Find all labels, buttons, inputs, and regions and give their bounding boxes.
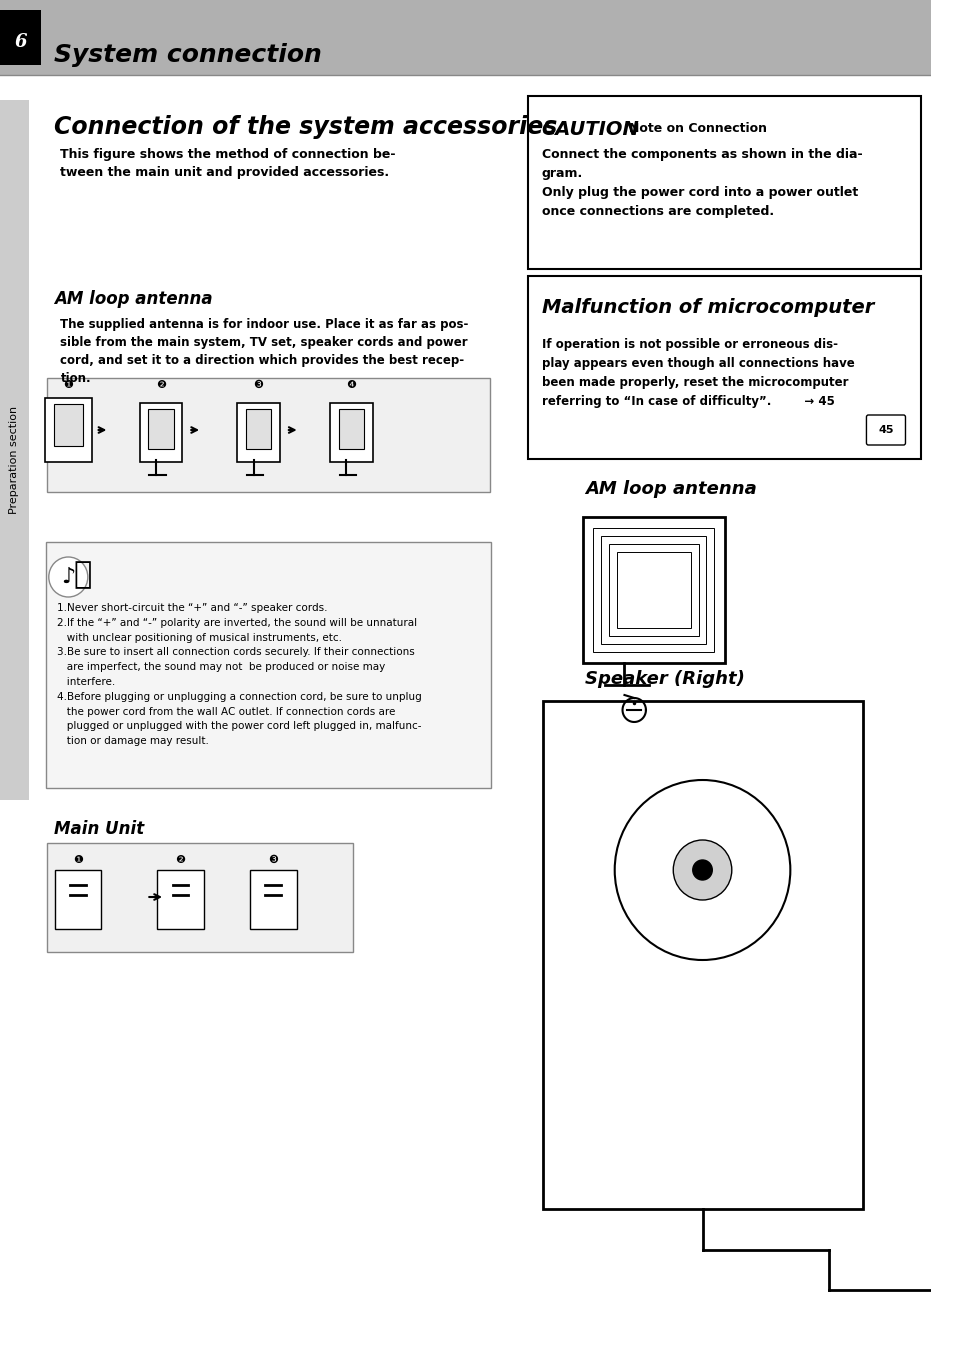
Text: Main Unit: Main Unit: [53, 820, 144, 838]
Text: If operation is not possible or erroneous dis-
play appears even though all conn: If operation is not possible or erroneou…: [541, 338, 853, 408]
Text: ❸: ❸: [268, 855, 278, 865]
Text: ❷: ❷: [175, 855, 185, 865]
FancyBboxPatch shape: [527, 96, 921, 269]
Text: AM loop antenna: AM loop antenna: [53, 290, 213, 308]
Text: The supplied antenna is for indoor use. Place it as far as pos-
sible from the m: The supplied antenna is for indoor use. …: [60, 317, 468, 385]
Text: Preparation section: Preparation section: [9, 405, 19, 515]
Text: System connection: System connection: [53, 43, 321, 68]
Text: ❷: ❷: [156, 380, 166, 390]
Text: ♪: ♪: [61, 567, 75, 586]
FancyBboxPatch shape: [582, 517, 724, 663]
Text: ❹: ❹: [346, 380, 355, 390]
Text: Speaker (Right): Speaker (Right): [585, 670, 744, 688]
FancyBboxPatch shape: [246, 409, 271, 449]
FancyBboxPatch shape: [53, 404, 83, 446]
Text: ❸: ❸: [253, 380, 263, 390]
FancyBboxPatch shape: [139, 403, 182, 462]
FancyBboxPatch shape: [237, 403, 280, 462]
Circle shape: [614, 780, 789, 961]
FancyBboxPatch shape: [865, 415, 904, 444]
FancyBboxPatch shape: [542, 701, 862, 1209]
FancyBboxPatch shape: [47, 378, 489, 492]
Text: ❶: ❶: [63, 380, 73, 390]
Text: Note on Connection: Note on Connection: [629, 122, 766, 135]
Text: 45: 45: [878, 426, 893, 435]
Circle shape: [673, 840, 731, 900]
Text: 1.Never short-circuit the “+” and “-” speaker cords.
2.If the “+” and “-” polari: 1.Never short-circuit the “+” and “-” sp…: [56, 603, 421, 746]
FancyBboxPatch shape: [250, 870, 296, 929]
FancyBboxPatch shape: [54, 870, 101, 929]
Text: ❶: ❶: [73, 855, 83, 865]
FancyBboxPatch shape: [47, 843, 353, 952]
FancyBboxPatch shape: [45, 399, 91, 462]
FancyBboxPatch shape: [330, 403, 373, 462]
Text: Malfunction of microcomputer: Malfunction of microcomputer: [541, 299, 873, 317]
Circle shape: [692, 861, 712, 880]
FancyBboxPatch shape: [338, 409, 363, 449]
FancyBboxPatch shape: [0, 9, 41, 65]
Text: AM loop antenna: AM loop antenna: [585, 480, 757, 499]
FancyBboxPatch shape: [157, 870, 204, 929]
Circle shape: [49, 557, 88, 597]
FancyBboxPatch shape: [0, 0, 930, 76]
FancyBboxPatch shape: [527, 276, 921, 459]
FancyBboxPatch shape: [0, 100, 30, 800]
Text: This figure shows the method of connection be-
tween the main unit and provided : This figure shows the method of connecti…: [60, 149, 395, 178]
Text: CAUTION: CAUTION: [541, 120, 639, 139]
Text: 6: 6: [14, 32, 27, 51]
Text: Connect the components as shown in the dia-
gram.
Only plug the power cord into : Connect the components as shown in the d…: [541, 149, 862, 218]
Text: Connection of the system accessories: Connection of the system accessories: [53, 115, 557, 139]
FancyBboxPatch shape: [148, 409, 173, 449]
Text: 🎵: 🎵: [73, 561, 92, 589]
FancyBboxPatch shape: [46, 542, 490, 788]
